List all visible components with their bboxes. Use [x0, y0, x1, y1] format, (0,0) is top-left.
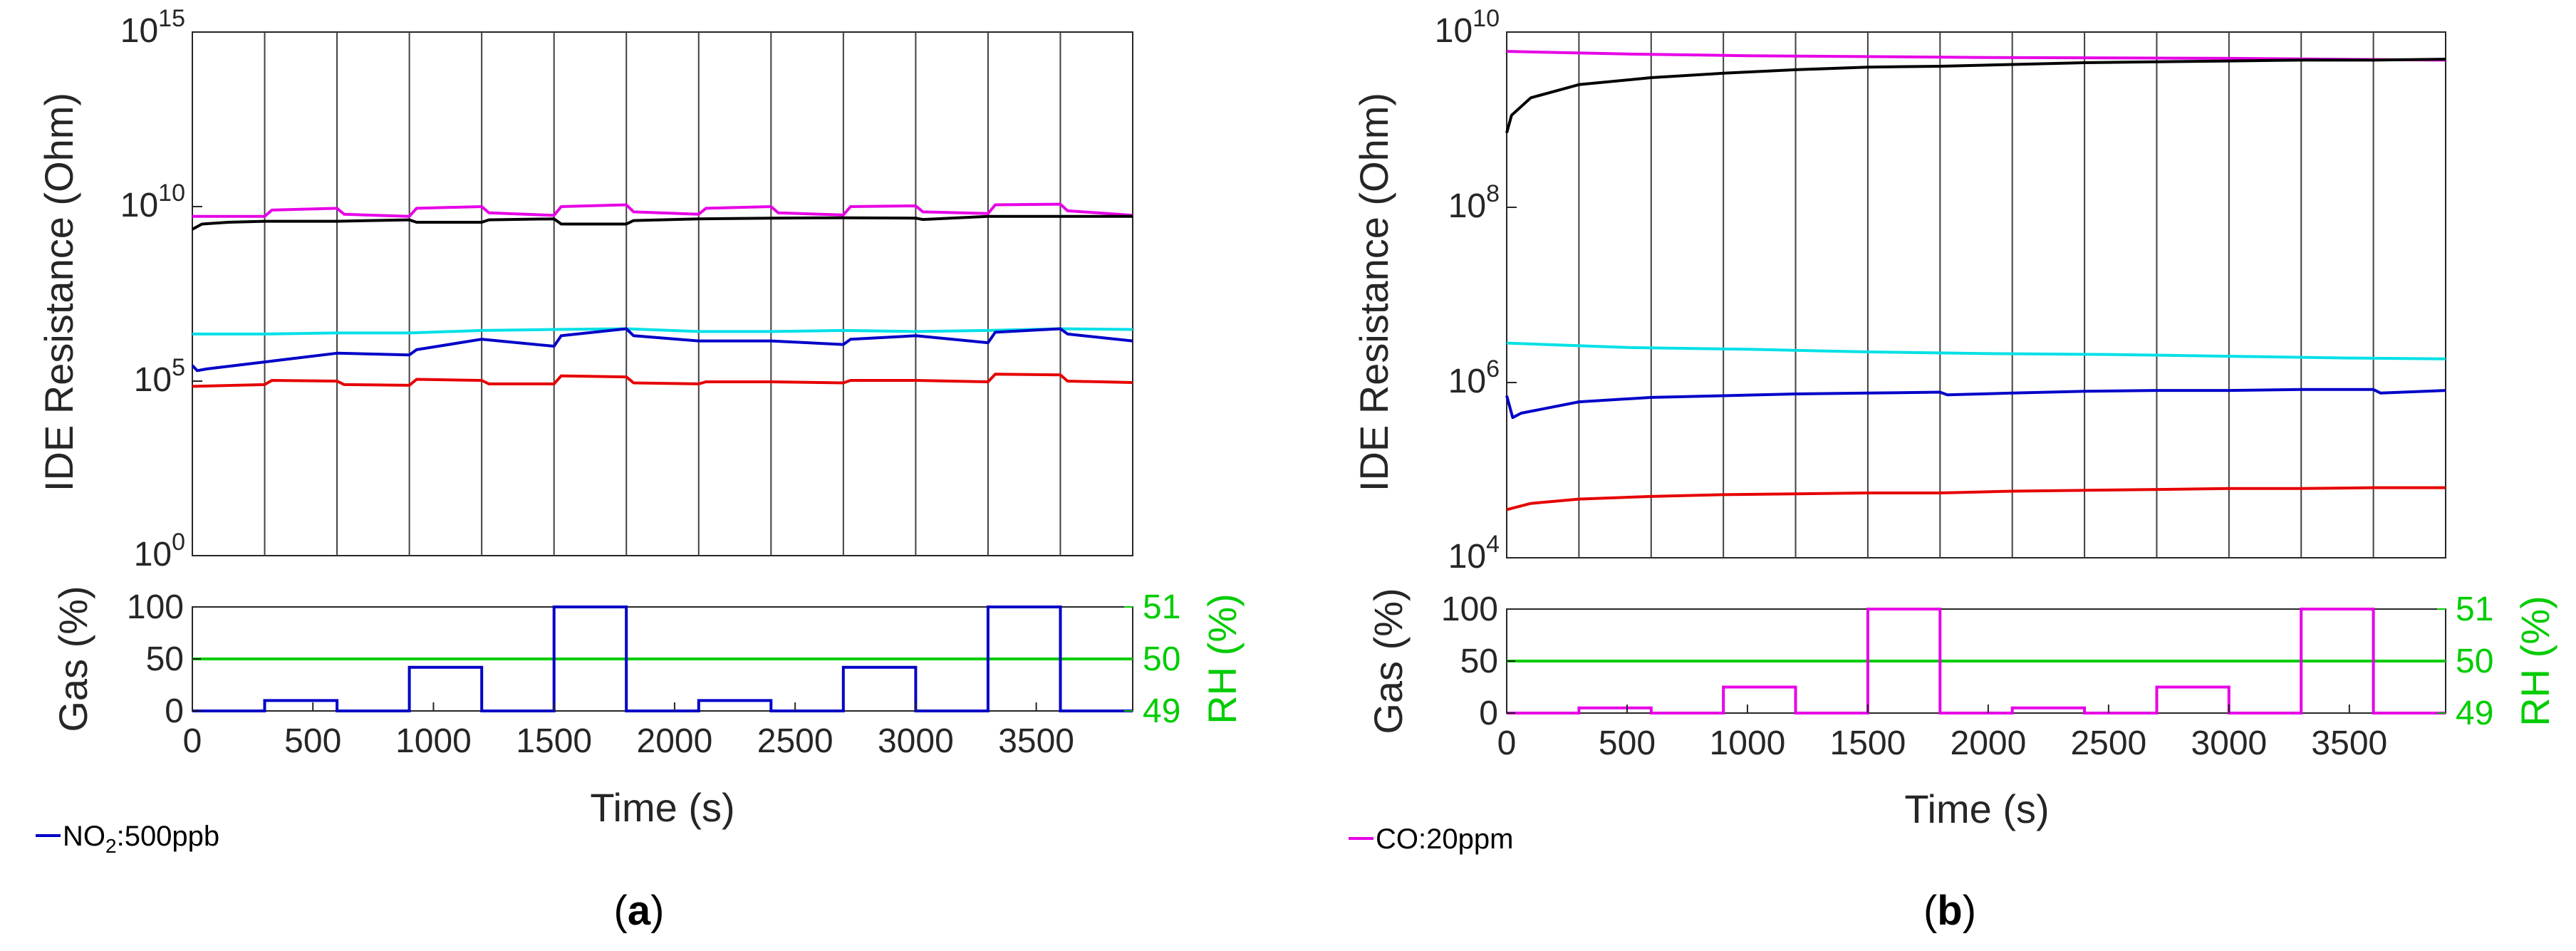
panel-a-legend-label: NO2:500ppb [63, 821, 219, 857]
panel-b-ytick-label: 104 [1448, 531, 1500, 576]
panel-b-ylabel-rh: RH (%) [2513, 596, 2557, 727]
panel-b-xtick-label: 500 [1599, 724, 1656, 762]
panel-a-series-magenta [192, 202, 1133, 218]
panel-b-ytick-label: 1010 [1435, 5, 1500, 50]
panel-a-xtick-label: 3500 [998, 722, 1074, 760]
panel-a-gas-ytick-label: 0 [165, 692, 184, 730]
panel-b-xtick-label: 0 [1497, 724, 1517, 762]
panel-a-legend: NO2:500ppb [36, 821, 219, 857]
panel-a-ylabel-rh: RH (%) [1200, 593, 1245, 724]
panel-a: 100 105 1010 1015 0 50 100 49 50 51 0 500 1000 1500 2… [36, 5, 1245, 934]
panel-b-series-magenta [1506, 50, 2446, 62]
panel-b-rh-ytick-label: 49 [2456, 695, 2493, 732]
panel-a-series-blue [191, 327, 1133, 373]
panel-b-xtick-label: 1000 [1710, 724, 1786, 762]
panel-b-xtick-label: 3500 [2311, 724, 2387, 762]
panel-b-gas-ytick-label: 100 [1441, 591, 1498, 628]
panel-a-xtick-label: 3000 [878, 722, 954, 760]
panel-b: 104 106 108 1010 0 50 100 49 50 51 0 500 1000 1500 20… [1349, 5, 2557, 934]
panel-a-resistance-axes-box [192, 31, 1133, 556]
panel-a-rh-ytick-label: 50 [1143, 640, 1180, 678]
panel-b-series-blue [1505, 388, 2446, 420]
panel-a-ylabel-resistance: IDE Resistance (Ohm) [36, 93, 81, 492]
panel-a-xlabel: Time (s) [590, 785, 734, 830]
panel-a-gas-plot: 0 50 100 49 50 51 0 500 1000 1500 2000 2500 3000 3500 [127, 588, 1180, 760]
panel-b-series-cyan [1506, 341, 2446, 360]
panel-b-xlabel: Time (s) [1904, 786, 2049, 831]
panel-a-series-black [192, 214, 1133, 231]
panel-a-rh-ytick-label: 51 [1143, 588, 1180, 626]
panel-a-xtick-label: 1500 [516, 722, 592, 760]
panel-a-xtick-label: 0 [183, 722, 202, 760]
panel-a-ylabel-gas: Gas (%) [51, 586, 95, 732]
panel-b-series-red [1506, 486, 2446, 511]
panel-a-resistance-plot: 100 105 1010 1015 [120, 5, 1133, 573]
panel-a-ytick-label: 1015 [120, 5, 185, 50]
panel-b-xtick-label: 3000 [2191, 724, 2267, 762]
panel-a-ytick-label: 105 [134, 354, 185, 399]
panel-b-gas-pulse-trace [1507, 608, 2446, 714]
panel-b-ylabel-gas: Gas (%) [1366, 588, 1411, 734]
panel-b-resistance-axes-box [1506, 31, 2446, 558]
panel-b-xtick-label: 2000 [1951, 724, 2027, 762]
panel-b-xtick-label: 1500 [1830, 724, 1906, 762]
panel-a-ytick-label: 100 [134, 529, 185, 573]
panel-b-ylabel-resistance: IDE Resistance (Ohm) [1351, 93, 1396, 492]
panel-a-series-cyan [192, 327, 1133, 336]
panel-b-ytick-label: 106 [1448, 355, 1500, 400]
panel-a-series-red [192, 373, 1133, 388]
panel-a-gas-pulse-trace [192, 606, 1133, 712]
panel-b-gas-plot: 0 50 100 49 50 51 0 500 1000 1500 2000 2500 3000 3500 [1441, 591, 2493, 762]
panel-b-legend-label: CO:20ppm [1376, 823, 1513, 855]
panel-b-label: (b) [1923, 888, 1976, 934]
panel-b-xtick-label: 2500 [2070, 724, 2146, 762]
panel-a-gas-ytick-label: 50 [146, 640, 184, 678]
panel-b-resistance-plot: 104 106 108 1010 [1435, 5, 2446, 576]
panel-b-gas-ytick-label: 50 [1460, 643, 1498, 680]
panel-a-xtick-label: 2000 [637, 722, 713, 760]
panel-a-rh-ytick-label: 49 [1143, 692, 1180, 730]
panel-a-xtick-label: 2500 [757, 722, 833, 760]
panel-b-legend: CO:20ppm [1349, 823, 1513, 855]
panel-a-xtick-label: 500 [284, 722, 341, 760]
panel-a-ytick-label: 1010 [120, 180, 185, 224]
panel-b-rh-ytick-label: 51 [2456, 591, 2493, 628]
panel-b-rh-ytick-label: 50 [2456, 643, 2493, 680]
panel-b-ytick-label: 108 [1448, 180, 1500, 225]
panel-b-series-black [1505, 58, 2446, 134]
panel-b-gas-ytick-label: 0 [1479, 695, 1498, 732]
panel-a-gas-ytick-label: 100 [127, 588, 184, 626]
panel-a-xtick-label: 1000 [395, 722, 472, 760]
panel-a-label: (a) [614, 888, 665, 934]
